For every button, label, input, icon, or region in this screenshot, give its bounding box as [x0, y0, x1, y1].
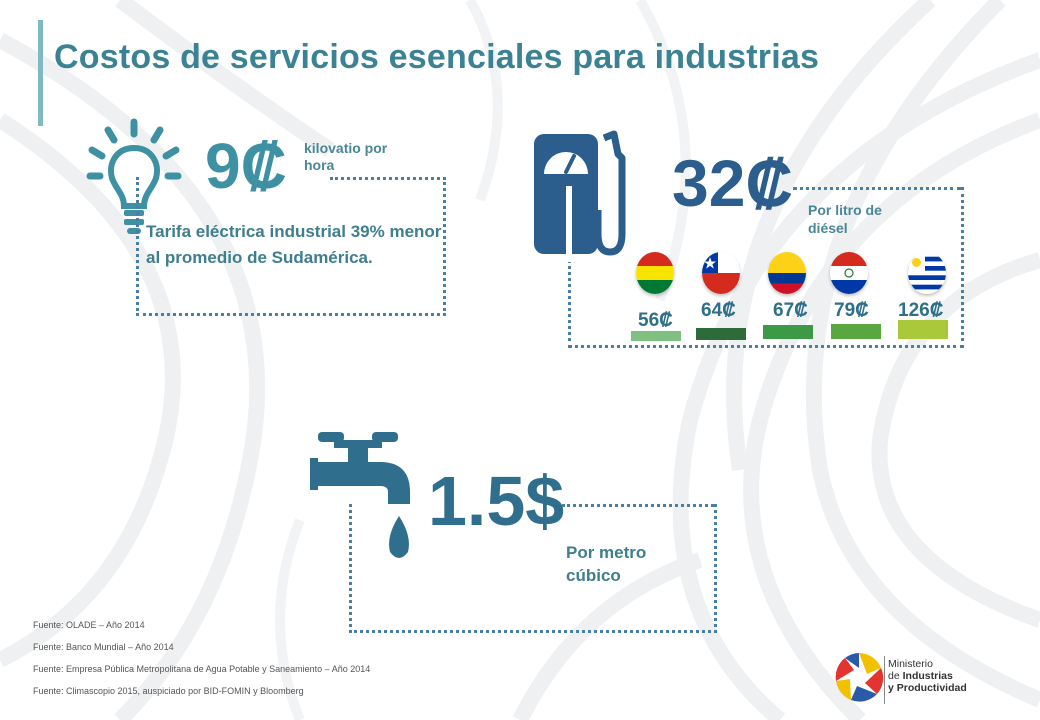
lightbulb-icon	[86, 118, 182, 234]
bolivia-flag	[636, 252, 674, 294]
colombia-bar	[763, 325, 813, 339]
logo-line2-prefix: de	[888, 670, 903, 682]
bolivia-flag-icon	[636, 252, 674, 294]
paraguay-price: 79₡	[834, 300, 869, 321]
uruguay-bar	[898, 320, 948, 339]
ministry-logo-text: Ministerio de Industrias y Productividad	[888, 658, 967, 694]
paraguay-flag	[830, 252, 868, 294]
bolivia-bar	[631, 331, 681, 341]
paraguay-flag-icon	[830, 252, 868, 294]
logo-line3: y Productividad	[888, 682, 967, 694]
diesel-unit: Por litro de diésel	[808, 202, 882, 236]
electricity-price: 9₡	[205, 130, 287, 202]
electricity-description: Tarifa eléctrica industrial 39% menor al…	[146, 222, 442, 267]
water-unit: Por metro cúbico	[566, 543, 647, 585]
water-dotted-top	[562, 504, 714, 507]
source-banco-mundial: Fuente: Banco Mundial – Año 2014	[33, 642, 174, 652]
electricity-unit: kilovatio por hora	[304, 140, 388, 173]
ministry-logo-icon	[835, 653, 884, 702]
water-price: 1.5$	[428, 462, 565, 540]
source-epmaps: Fuente: Empresa Pública Metropolitana de…	[33, 664, 371, 674]
source-climascopio: Fuente: Climascopio 2015, auspiciado por…	[33, 686, 304, 696]
sources-list: Fuente: OLADE – Año 2014 Fuente: Banco M…	[33, 618, 370, 706]
diesel-dotted-top	[793, 187, 961, 190]
logo-line2: de Industrias	[888, 670, 967, 682]
diesel-frame-mask	[566, 186, 572, 262]
chile-flag	[702, 252, 740, 294]
chile-flag-icon	[702, 252, 740, 294]
diesel-dotted-frame	[568, 187, 964, 348]
water-tap-icon	[310, 432, 410, 558]
chile-bar	[696, 328, 746, 340]
colombia-price: 67₡	[773, 300, 808, 321]
uruguay-flag-icon	[908, 252, 946, 294]
electricity-dotted-top	[330, 177, 440, 180]
source-olade: Fuente: OLADE – Año 2014	[33, 620, 145, 630]
logo-line2-bold: Industrias	[902, 670, 953, 682]
colombia-flag	[768, 252, 806, 294]
logo-separator	[884, 656, 885, 704]
diesel-price: 32₡	[672, 146, 794, 220]
uruguay-price: 126₡	[898, 300, 944, 321]
colombia-flag-icon	[768, 252, 806, 294]
paraguay-bar	[831, 324, 881, 339]
logo-line1: Ministerio	[888, 658, 933, 670]
page-title: Costos de servicios esenciales para indu…	[54, 38, 820, 76]
electricity-dotted-frame	[136, 177, 446, 316]
chile-price: 64₡	[701, 300, 736, 321]
title-accent-bar	[38, 20, 43, 126]
water-dotted-frame	[349, 504, 717, 633]
bolivia-price: 56₡	[638, 310, 673, 331]
uruguay-flag	[908, 252, 946, 294]
